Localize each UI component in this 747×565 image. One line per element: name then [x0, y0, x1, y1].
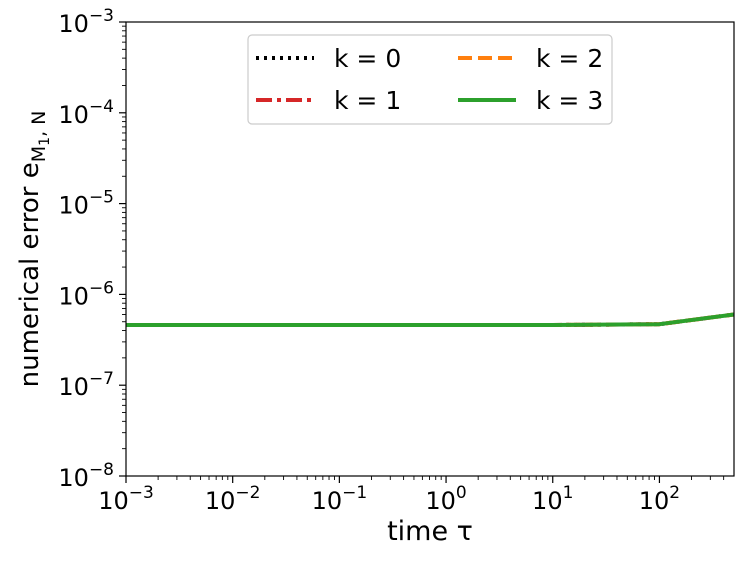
y-tick-exponent: −5	[89, 188, 114, 208]
y-axis-label-sub: M	[28, 146, 50, 162]
x-tick-label: 10−3	[98, 483, 154, 515]
y-tick-label: 10−8	[58, 460, 114, 492]
x-tick-base: 10	[312, 487, 343, 515]
x-tick-base: 10	[425, 487, 456, 515]
x-axis-label: time τ	[387, 516, 473, 547]
x-tick-base: 10	[532, 487, 563, 515]
x-tick-exponent: 0	[456, 483, 467, 503]
x-tick-label: 102	[639, 483, 680, 515]
y-tick-label: 10−3	[58, 6, 114, 38]
x-tick-exponent: 2	[669, 483, 680, 503]
x-tick-exponent: 1	[563, 483, 574, 503]
legend: k = 0 k = 1 k = 2 k = 3	[247, 34, 613, 125]
y-tick-base: 10	[58, 192, 89, 220]
x-tick-base: 10	[205, 487, 236, 515]
y-tick-exponent: −8	[89, 460, 114, 480]
y-tick-base: 10	[58, 10, 89, 38]
plot-frame	[125, 21, 735, 477]
y-tick-label: 10−4	[58, 97, 114, 129]
y-tick-base: 10	[58, 282, 89, 310]
y-tick-exponent: −6	[89, 278, 114, 298]
y-tick-exponent: −3	[89, 6, 114, 26]
y-axis-label-subsub: 1	[37, 137, 53, 146]
series-line	[126, 312, 734, 327]
y-axis-label-tail: , N	[28, 111, 50, 137]
y-tick-base: 10	[58, 464, 89, 492]
y-tick-exponent: −4	[89, 97, 114, 117]
legend-label: k = 3	[536, 86, 603, 115]
y-tick-label: 10−5	[58, 188, 114, 220]
y-tick-base: 10	[58, 373, 89, 401]
x-tick-exponent: −1	[342, 483, 367, 503]
x-tick-exponent: −3	[129, 483, 154, 503]
x-tick-exponent: −2	[235, 483, 260, 503]
y-tick-label: 10−7	[58, 369, 114, 401]
legend-label: k = 1	[334, 86, 401, 115]
x-tick-label: 100	[425, 483, 466, 515]
x-tick-label: 10−2	[205, 483, 261, 515]
legend-frame	[247, 34, 613, 125]
x-tick-base: 10	[98, 487, 129, 515]
x-axis: 10−3 10−2 10−1 100 101 102	[98, 476, 725, 515]
y-axis: 10−810−710−610−510−410−3	[58, 6, 126, 492]
legend-label: k = 2	[536, 44, 603, 73]
x-tick-label: 10−1	[312, 483, 368, 515]
x-tick-base: 10	[639, 487, 670, 515]
series-layer	[126, 312, 734, 327]
y-tick-label: 10−6	[58, 278, 114, 310]
y-tick-base: 10	[58, 101, 89, 129]
legend-label: k = 0	[334, 44, 401, 73]
y-axis-label: numerical error eM1, N	[15, 111, 53, 388]
x-tick-label: 101	[532, 483, 573, 515]
y-axis-label-main: numerical error e	[15, 162, 45, 387]
y-tick-exponent: −7	[89, 369, 114, 389]
